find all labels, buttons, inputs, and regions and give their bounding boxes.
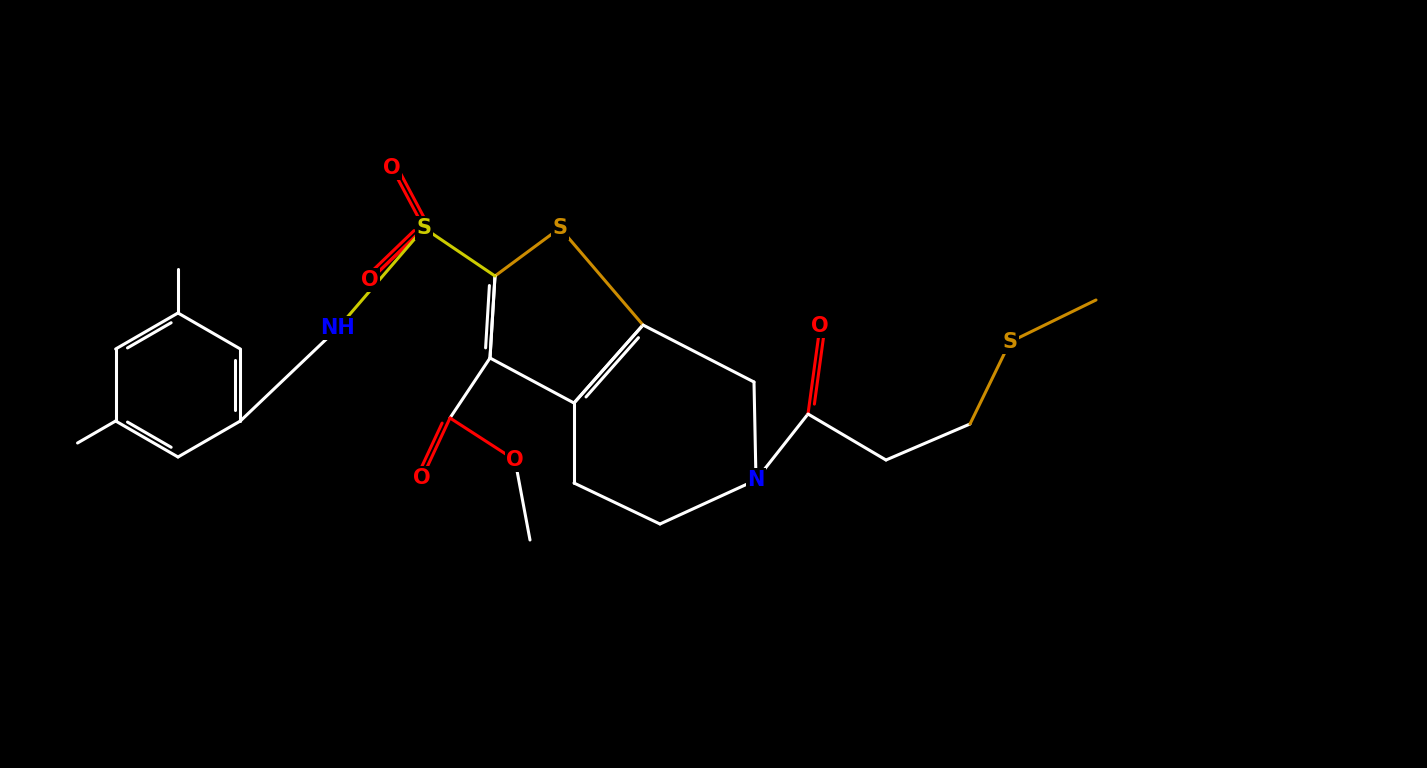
Text: O: O [811, 316, 829, 336]
Text: O: O [414, 468, 431, 488]
Text: O: O [507, 450, 524, 470]
Text: S: S [552, 218, 568, 238]
Text: NH: NH [321, 318, 355, 338]
Text: S: S [1003, 332, 1017, 352]
Text: N: N [748, 470, 765, 490]
Text: O: O [361, 270, 378, 290]
Text: O: O [384, 158, 401, 178]
Text: S: S [417, 218, 431, 238]
